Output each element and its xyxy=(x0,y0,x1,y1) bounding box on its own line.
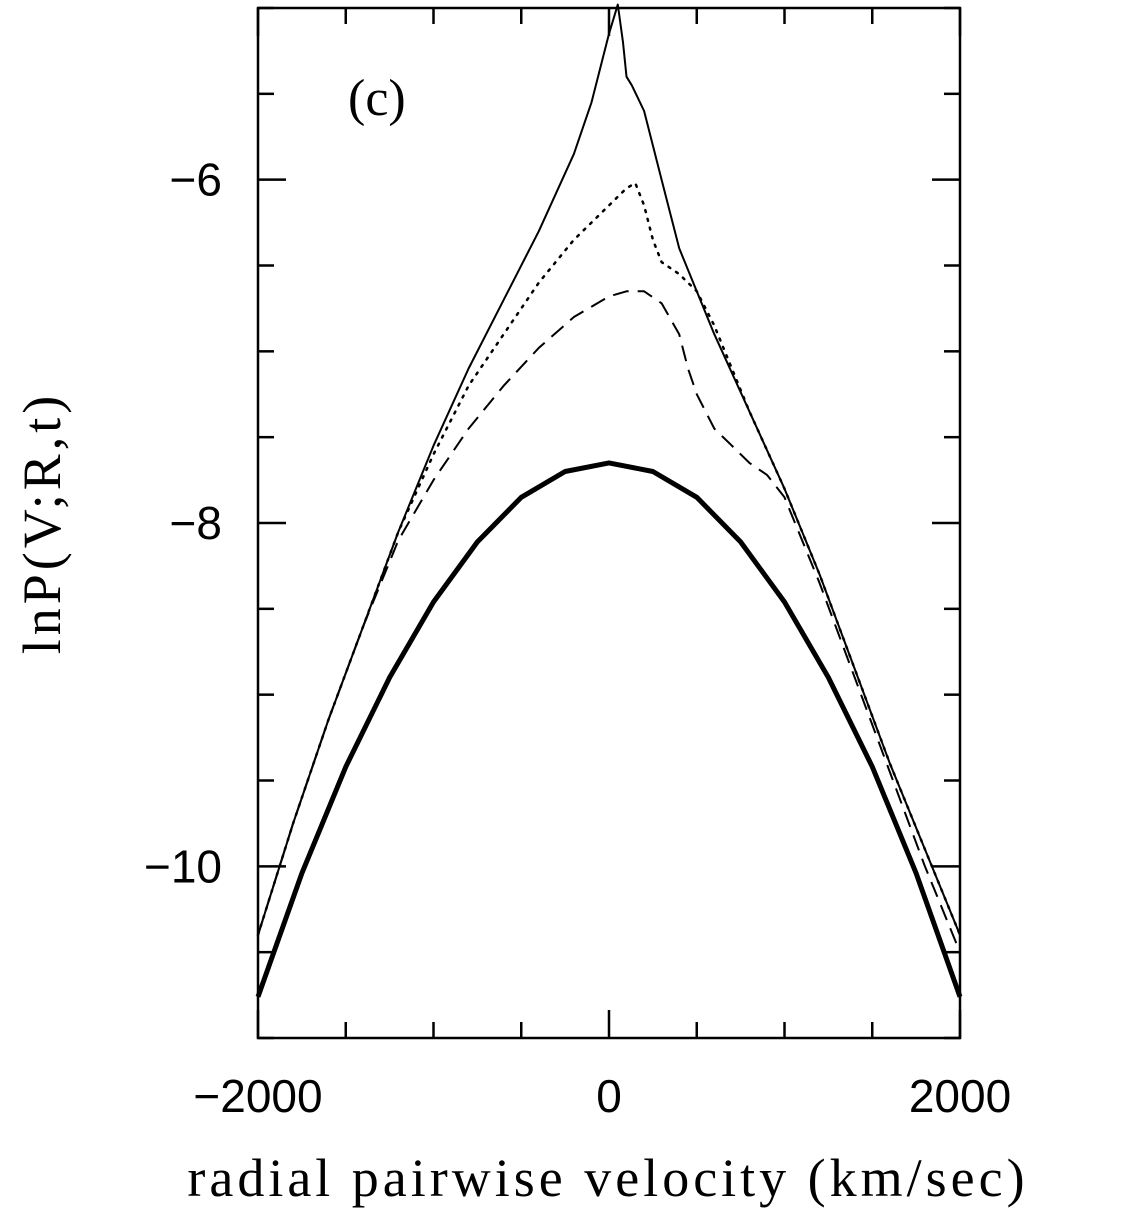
series-layer xyxy=(255,3,963,998)
y-tick-label: −6 xyxy=(170,154,222,206)
tick-labels: −2000 0 2000 −10 −8 −6 xyxy=(144,154,1011,1122)
series-line-dashed xyxy=(257,290,961,953)
y-tick-label: −10 xyxy=(144,840,222,892)
series-line-solid-thick xyxy=(255,460,963,998)
panel-annotation: (c) xyxy=(348,70,406,127)
plot-area xyxy=(255,3,963,1040)
x-tick-label: 0 xyxy=(596,1070,622,1122)
series-line-solid xyxy=(257,3,961,936)
x-axis-label: radial pairwise velocity (km/sec) xyxy=(187,1148,1028,1208)
x-tick-label: −2000 xyxy=(193,1070,322,1122)
series-line-dotted xyxy=(256,181,962,937)
plot-frame xyxy=(256,6,962,1040)
axis-ticks xyxy=(256,6,962,1040)
y-tick-label: −8 xyxy=(170,497,222,549)
x-tick-label: 2000 xyxy=(909,1070,1011,1122)
y-axis-label: lnP(V;R,t) xyxy=(12,392,72,655)
